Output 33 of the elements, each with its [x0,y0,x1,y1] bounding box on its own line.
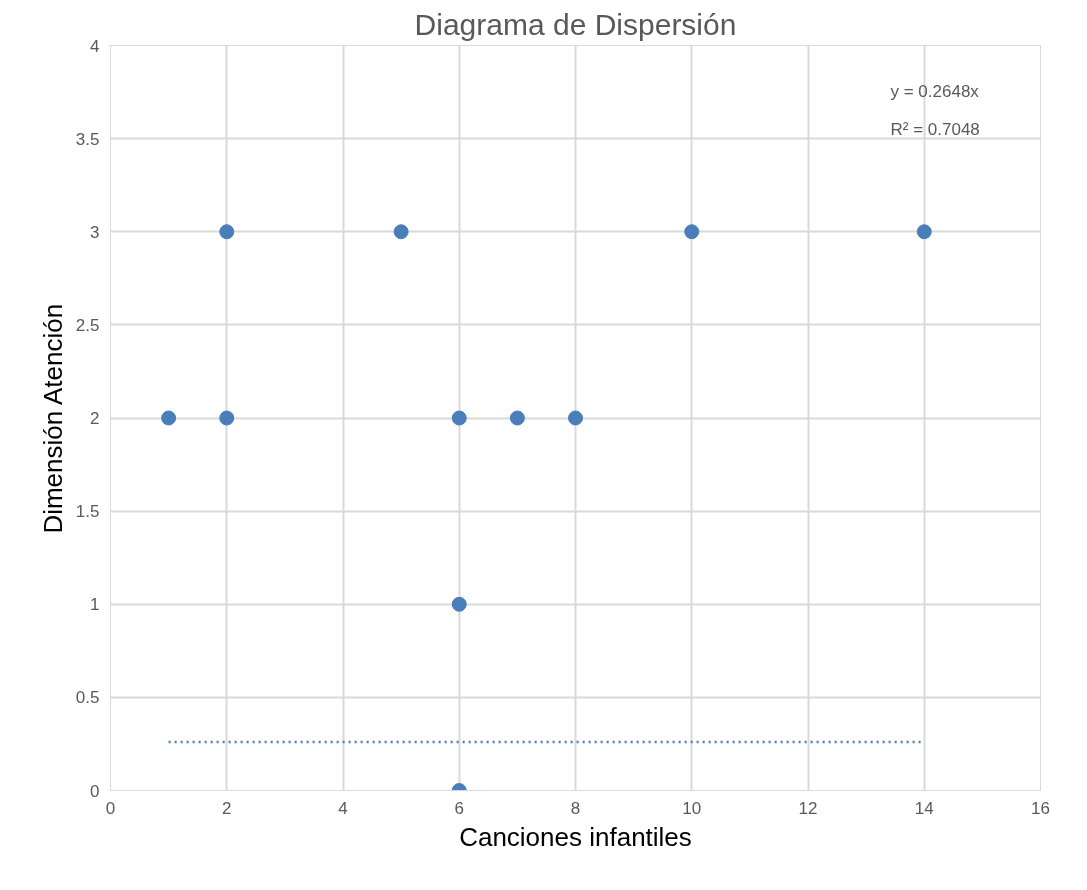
y-tick-label: 3.5 [75,129,100,149]
y-axis-title: Dimensión Atención [37,303,68,534]
y-tick-label: 0 [90,781,100,801]
y-tick-label: 2 [90,409,100,428]
point [509,410,525,426]
x-tick-label: 4 [338,798,348,818]
point [219,224,235,240]
x-tick-label: 12 [798,798,818,818]
annotation: y = 0.2648x [890,81,980,101]
x-tick-label: 6 [454,798,464,818]
point [451,410,467,426]
y-tick-label: 1 [90,595,100,615]
point [393,224,409,240]
y-tick-label: 4 [90,36,100,56]
point [219,410,235,426]
x-tick-label: 8 [570,798,581,818]
y-tick-label: 2.5 [75,315,100,335]
y-tick-label: 3 [90,222,100,242]
y-tick-label: 0.5 [75,688,100,708]
x-tick-label: 0 [105,798,116,818]
x-tick-label: 2 [222,798,232,818]
point [916,224,932,240]
annotation: R² = 0.7048 [890,119,980,139]
x-tick-label: 14 [914,798,934,818]
point [161,410,177,426]
y-tick-label: 1.5 [75,502,100,522]
chart-title: Diagrama de Dispersión [414,7,737,41]
x-tick-label: 16 [1031,798,1050,818]
x-tick-label: 10 [682,798,702,818]
point [684,224,700,240]
point [568,410,583,426]
point [451,596,467,612]
x-axis-title: Canciones infantiles [459,821,692,852]
